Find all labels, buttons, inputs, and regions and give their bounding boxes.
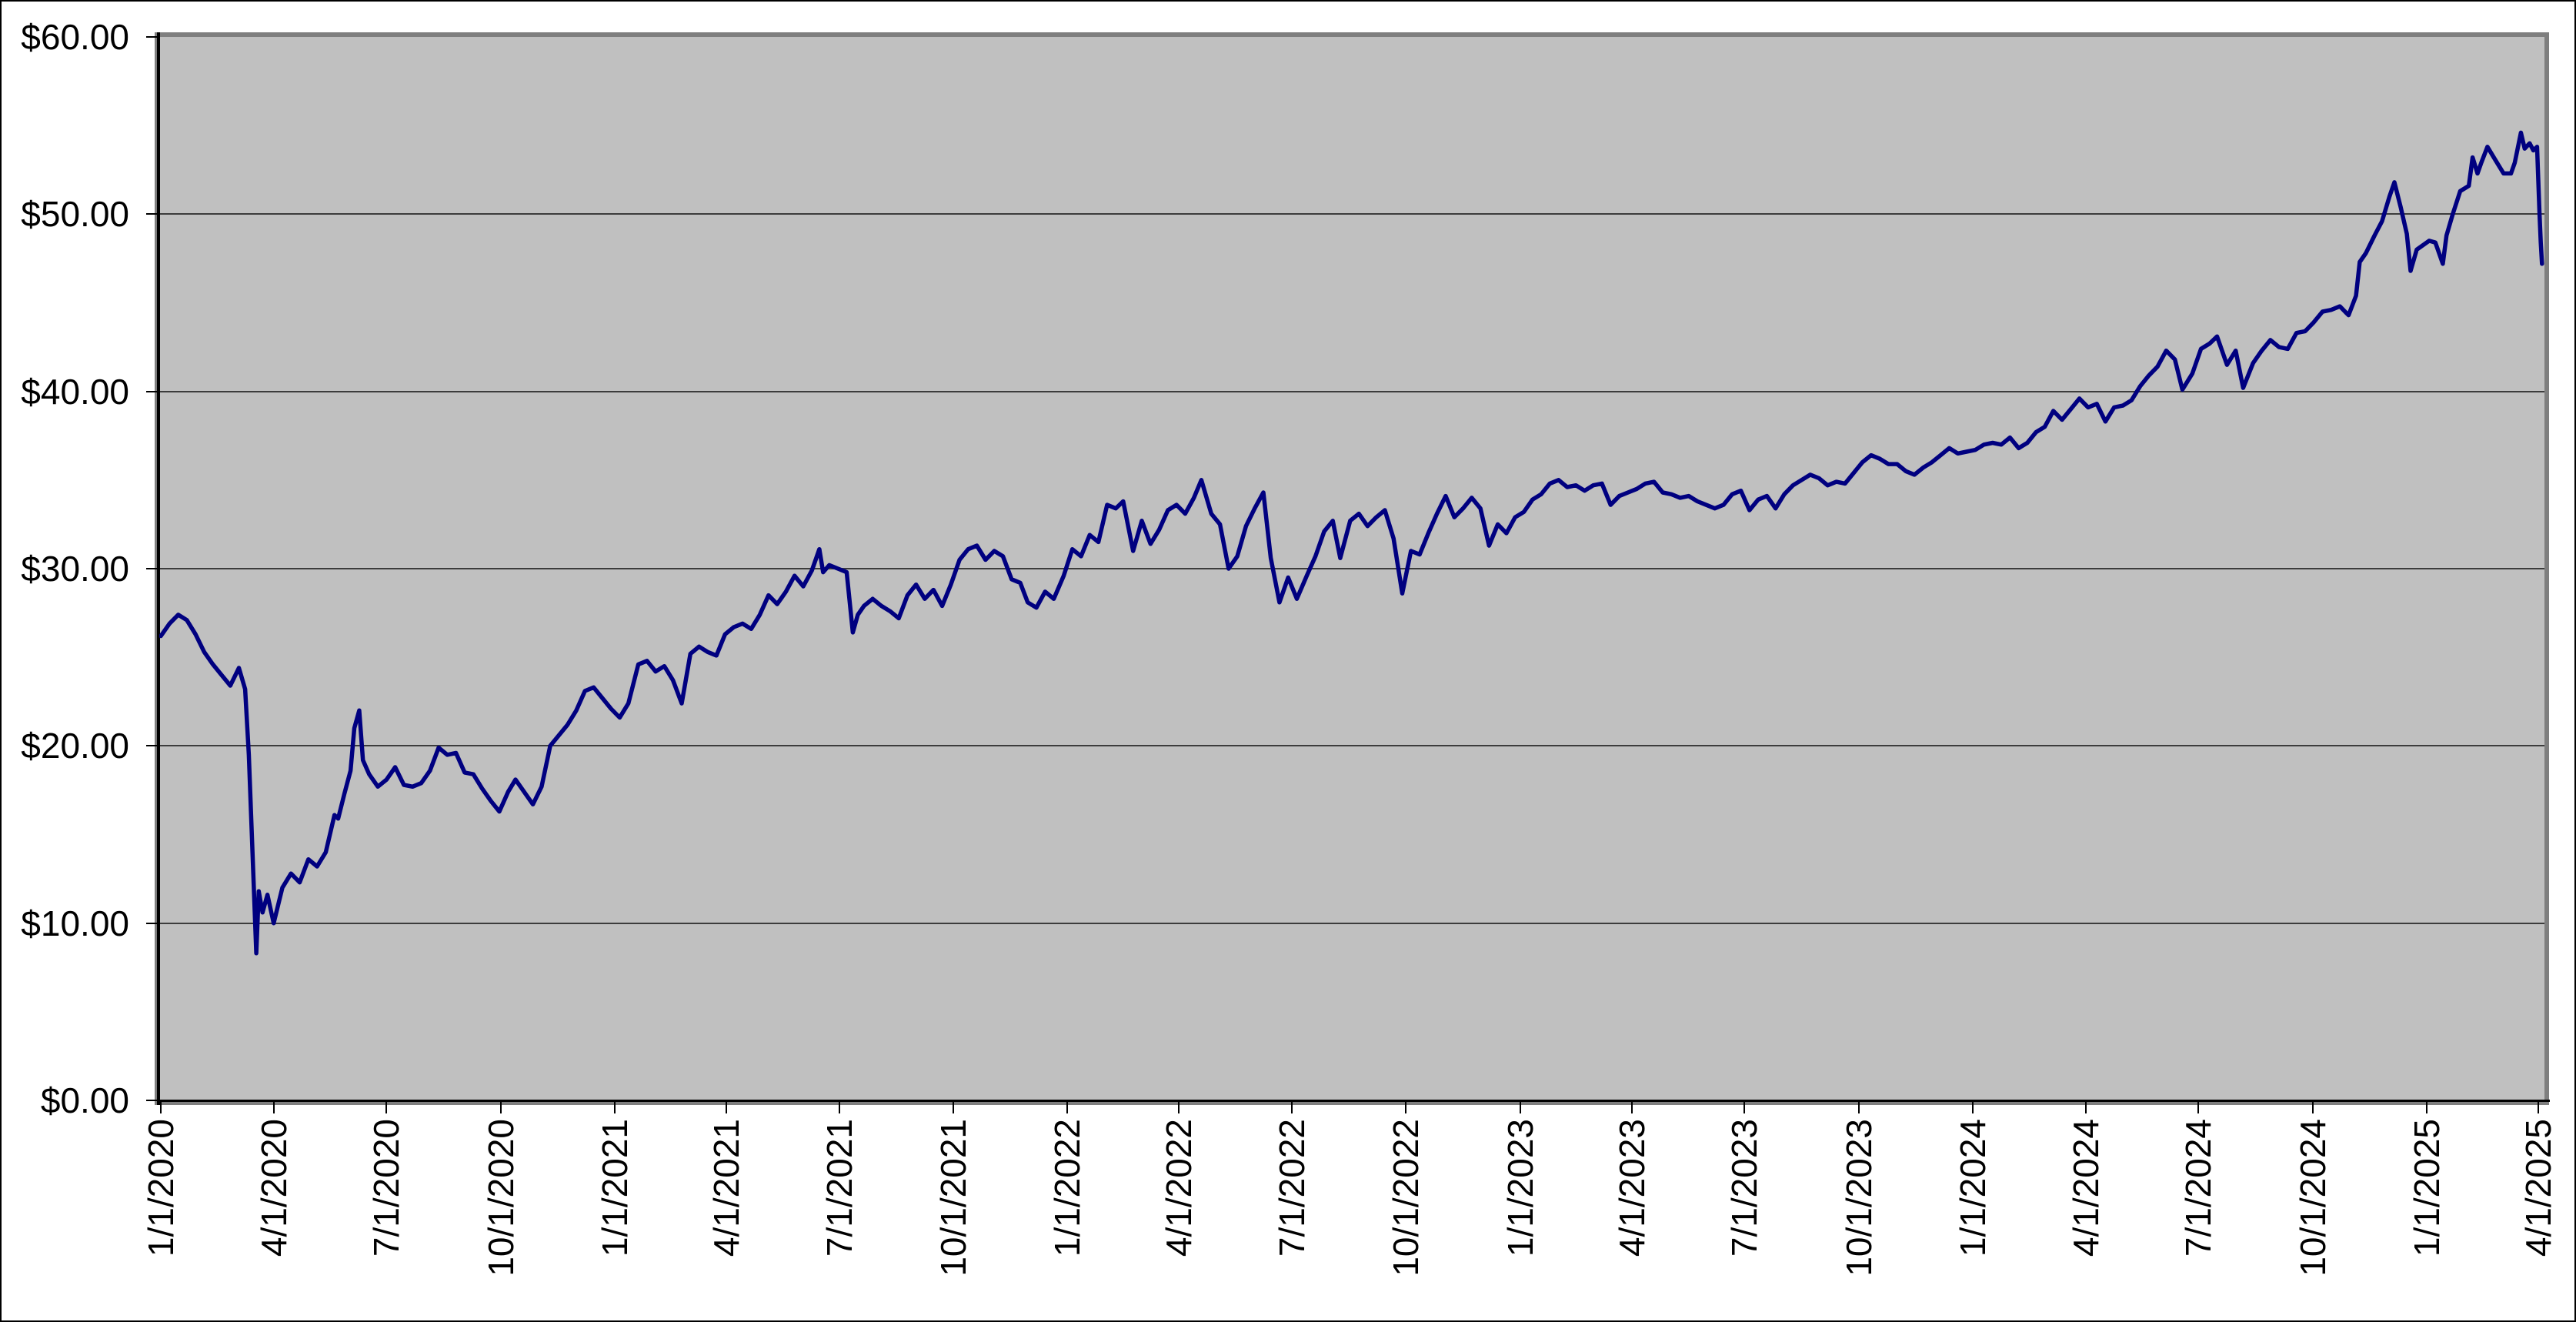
h-gridline xyxy=(159,745,2544,747)
y-axis-label: $20.00 xyxy=(21,726,129,766)
x-axis-tick xyxy=(2311,1102,2314,1113)
h-gridline xyxy=(159,568,2544,569)
x-axis-tick xyxy=(953,1102,954,1113)
y-axis-label: $40.00 xyxy=(21,371,129,412)
y-axis-tick xyxy=(146,745,158,747)
x-axis-tick xyxy=(1857,1102,1860,1113)
x-axis-label: 10/1/2024 xyxy=(2292,1119,2333,1277)
x-axis-label: 4/1/2024 xyxy=(2065,1119,2106,1257)
x-axis-tick xyxy=(499,1102,502,1113)
x-axis-tick xyxy=(1743,1102,1746,1113)
x-axis-label: 1/1/2020 xyxy=(141,1119,181,1257)
x-axis-label: 7/1/2023 xyxy=(1724,1119,1765,1257)
x-axis-tick xyxy=(2425,1102,2428,1113)
x-axis-label: 10/1/2022 xyxy=(1386,1119,1426,1277)
y-axis-tick xyxy=(146,568,158,569)
x-axis-tick xyxy=(2538,1102,2539,1113)
h-gridline xyxy=(159,213,2544,215)
x-axis-tick xyxy=(726,1102,728,1113)
price-line-svg xyxy=(159,130,2544,956)
x-axis-label: 4/1/2021 xyxy=(706,1119,747,1257)
x-axis-label: 4/1/2020 xyxy=(253,1119,294,1257)
x-axis-label: 7/1/2024 xyxy=(2178,1119,2219,1257)
x-axis-label: 7/1/2021 xyxy=(819,1119,859,1257)
y-axis-tick xyxy=(146,922,158,924)
x-axis-label: 1/1/2023 xyxy=(1500,1119,1540,1257)
x-axis-line xyxy=(157,1100,2550,1102)
x-axis-tick xyxy=(272,1102,275,1113)
x-axis-label: 10/1/2020 xyxy=(480,1119,521,1277)
price-line xyxy=(159,130,2544,956)
x-axis-tick xyxy=(1066,1102,1069,1113)
y-axis-label: $10.00 xyxy=(21,903,129,943)
x-axis-tick xyxy=(838,1102,840,1113)
x-axis-tick xyxy=(1178,1102,1180,1113)
x-axis-tick xyxy=(2197,1102,2200,1113)
y-axis-tick xyxy=(146,213,158,215)
y-axis-line xyxy=(157,32,160,1105)
x-axis-tick xyxy=(385,1102,388,1113)
x-axis-tick xyxy=(1630,1102,1633,1113)
x-axis-label: 10/1/2023 xyxy=(1838,1119,1879,1277)
x-axis-label: 7/1/2022 xyxy=(1272,1119,1313,1257)
y-axis-label: $60.00 xyxy=(21,17,129,57)
x-axis-label: 4/1/2025 xyxy=(2518,1119,2558,1257)
y-axis-label: $0.00 xyxy=(40,1080,129,1120)
x-axis-tick xyxy=(613,1102,616,1113)
x-axis-label: 1/1/2025 xyxy=(2406,1119,2447,1257)
x-axis-tick xyxy=(1405,1102,1407,1113)
x-axis-label: 1/1/2022 xyxy=(1047,1119,1088,1257)
x-axis-tick xyxy=(1519,1102,1521,1113)
y-axis-tick xyxy=(146,390,158,392)
y-axis-tick xyxy=(146,36,158,38)
x-axis-label: 1/1/2024 xyxy=(1952,1119,1993,1257)
h-gridline xyxy=(159,922,2544,924)
x-axis-label: 1/1/2021 xyxy=(594,1119,635,1257)
x-axis-tick xyxy=(160,1102,162,1113)
x-axis-label: 4/1/2022 xyxy=(1159,1119,1200,1257)
y-axis-tick xyxy=(146,1100,158,1101)
h-gridline xyxy=(159,390,2544,392)
y-axis-label: $50.00 xyxy=(21,194,129,235)
x-axis-label: 7/1/2020 xyxy=(366,1119,407,1257)
x-axis-tick xyxy=(1971,1102,1974,1113)
x-axis-tick xyxy=(1291,1102,1293,1113)
y-axis-label: $30.00 xyxy=(21,549,129,589)
x-axis-label: 4/1/2023 xyxy=(1611,1119,1652,1257)
x-axis-tick xyxy=(2084,1102,2087,1113)
x-axis-label: 10/1/2021 xyxy=(933,1119,973,1277)
